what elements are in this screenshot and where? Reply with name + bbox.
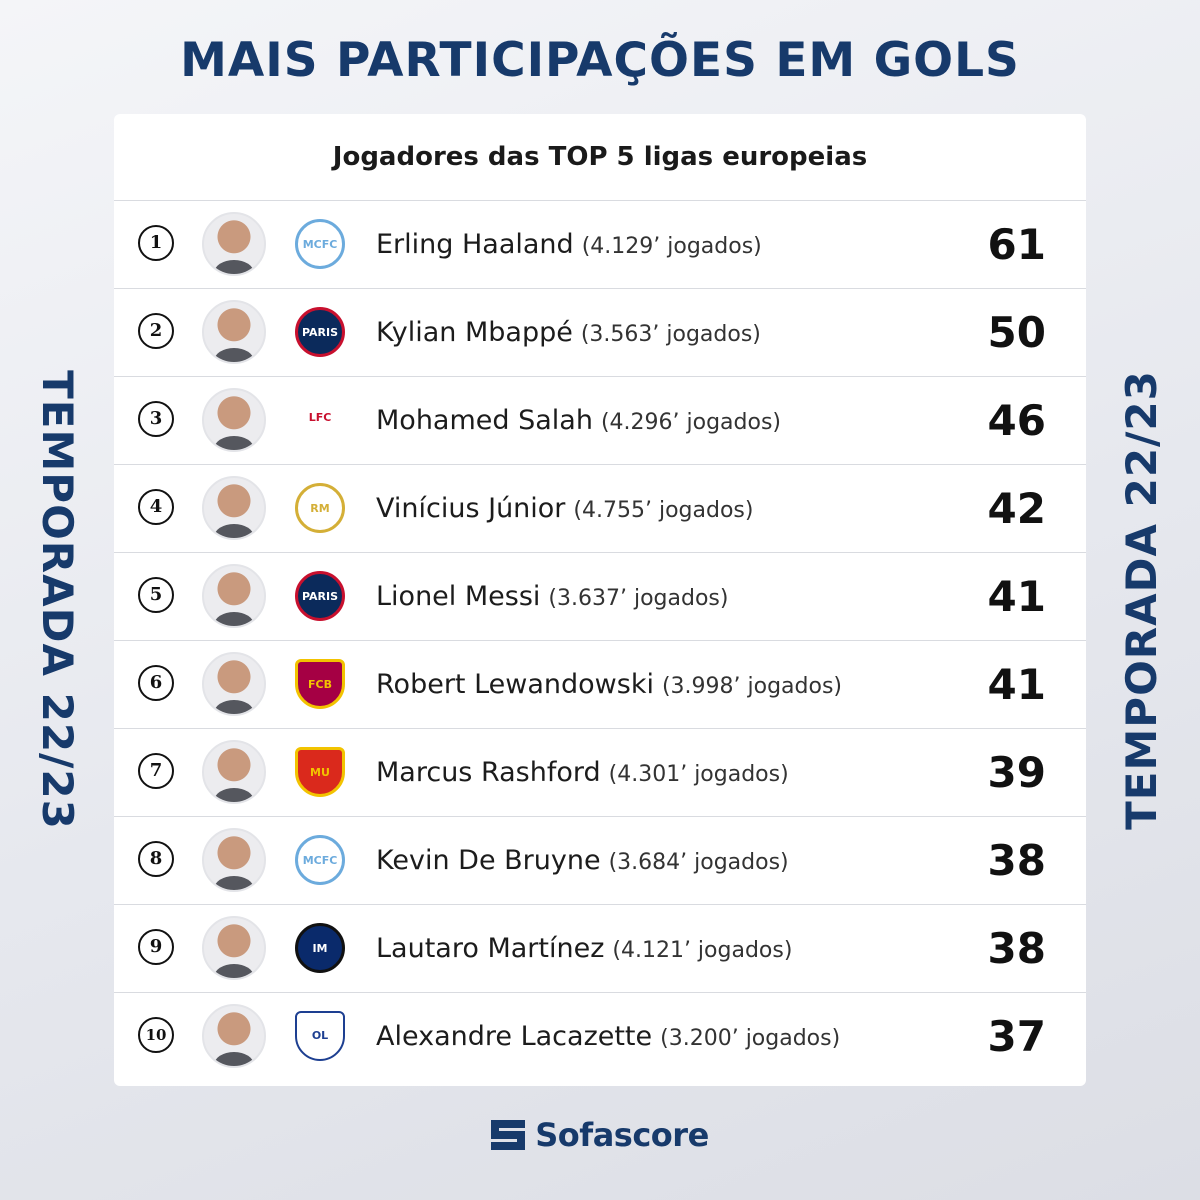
player-entry: Robert Lewandowski (3.998’ jogados) (376, 641, 842, 728)
liverpool-crest-icon: LFC (295, 395, 345, 445)
player-name: Lautaro Martínez (376, 933, 605, 964)
minutes-played: (3.200’ jogados) (660, 1026, 841, 1051)
player-name: Alexandre Lacazette (376, 1021, 653, 1052)
goal-participations-value: 41 (987, 660, 1046, 709)
player-photo-icon (202, 212, 266, 276)
player-name: Robert Lewandowski (376, 669, 654, 700)
player-name: Erling Haaland (376, 229, 574, 260)
goal-participations-value: 50 (987, 308, 1046, 357)
ranking-row: 5 PARIS Lionel Messi (3.637’ jogados) 41 (114, 553, 1086, 641)
player-entry: Lautaro Martínez (4.121’ jogados) (376, 905, 792, 992)
barcelona-crest-icon: FCB (295, 659, 345, 709)
rank-badge: 6 (138, 665, 174, 701)
player-entry: Vinícius Júnior (4.755’ jogados) (376, 465, 753, 552)
player-name: Lionel Messi (376, 581, 541, 612)
ranking-row: 6 FCB Robert Lewandowski (3.998’ jogados) 41 (114, 641, 1086, 729)
sofascore-logo-icon (491, 1120, 526, 1150)
inter-crest-icon: IM (295, 923, 345, 973)
goal-participations-value: 38 (987, 836, 1046, 885)
rank-badge: 2 (138, 313, 174, 349)
player-photo-icon (202, 740, 266, 804)
player-entry: Marcus Rashford (4.301’ jogados) (376, 729, 789, 816)
manchester-united-crest-icon: MU (295, 747, 345, 797)
real-madrid-crest-icon: RM (295, 483, 345, 533)
ranking-row: 8 MCFC Kevin De Bruyne (3.684’ jogados) 38 (114, 817, 1086, 905)
rank-badge: 10 (138, 1017, 174, 1053)
minutes-played: (4.129’ jogados) (581, 234, 762, 259)
goal-participations-value: 39 (987, 748, 1046, 797)
manchester-city-crest-icon: MCFC (295, 835, 345, 885)
goal-participations-value: 42 (987, 484, 1046, 533)
player-entry: Kylian Mbappé (3.563’ jogados) (376, 289, 761, 376)
player-photo-icon (202, 916, 266, 980)
goal-participations-value: 37 (987, 1012, 1046, 1061)
ranking-row: 3 LFC Mohamed Salah (4.296’ jogados) 46 (114, 377, 1086, 465)
brand-footer: Sofascore (0, 1112, 1200, 1158)
ranking-row: 7 MU Marcus Rashford (4.301’ jogados) 39 (114, 729, 1086, 817)
player-photo-icon (202, 652, 266, 716)
rank-badge: 8 (138, 841, 174, 877)
player-photo-icon (202, 564, 266, 628)
psg-crest-icon: PARIS (295, 307, 345, 357)
player-entry: Lionel Messi (3.637’ jogados) (376, 553, 728, 640)
ranking-row: 2 PARIS Kylian Mbappé (3.563’ jogados) 50 (114, 289, 1086, 377)
ranking-row: 10 OL Alexandre Lacazette (3.200’ jogados) 3… (114, 993, 1086, 1080)
manchester-city-crest-icon: MCFC (295, 219, 345, 269)
goal-participations-value: 61 (987, 220, 1046, 269)
season-label-right: TEMPORADA 22/23 (1117, 370, 1166, 830)
minutes-played: (4.755’ jogados) (573, 498, 754, 523)
ranking-card: Jogadores das TOP 5 ligas europeias 1 MCF… (114, 114, 1086, 1086)
page-title: MAIS PARTICIPAÇÕES EM GOLS (180, 33, 1020, 88)
player-photo-icon (202, 388, 266, 452)
player-photo-icon (202, 1004, 266, 1068)
ranking-row: 4 RM Vinícius Júnior (4.755’ jogados) 42 (114, 465, 1086, 553)
minutes-played: (3.637’ jogados) (548, 586, 729, 611)
player-entry: Mohamed Salah (4.296’ jogados) (376, 377, 781, 464)
rank-badge: 1 (138, 225, 174, 261)
player-name: Vinícius Júnior (376, 493, 566, 524)
minutes-played: (3.563’ jogados) (580, 322, 761, 347)
psg-crest-icon: PARIS (295, 571, 345, 621)
minutes-played: (4.296’ jogados) (600, 410, 781, 435)
player-name: Kevin De Bruyne (376, 845, 601, 876)
player-name: Kylian Mbappé (376, 317, 573, 348)
lyon-crest-icon: OL (295, 1011, 345, 1061)
player-photo-icon (202, 300, 266, 364)
player-photo-icon (202, 476, 266, 540)
player-name: Marcus Rashford (376, 757, 601, 788)
rank-badge: 3 (138, 401, 174, 437)
brand-name: Sofascore (535, 1116, 709, 1154)
ranking-list: 1 MCFC Erling Haaland (4.129’ jogados) 61 2 PA… (114, 201, 1086, 1080)
player-entry: Alexandre Lacazette (3.200’ jogados) (376, 993, 840, 1080)
minutes-played: (4.121’ jogados) (612, 938, 793, 963)
rank-badge: 9 (138, 929, 174, 965)
card-header: Jogadores das TOP 5 ligas europeias (114, 114, 1086, 201)
ranking-row: 9 IM Lautaro Martínez (4.121’ jogados) 38 (114, 905, 1086, 993)
ranking-row: 1 MCFC Erling Haaland (4.129’ jogados) 61 (114, 201, 1086, 289)
minutes-played: (3.684’ jogados) (608, 850, 789, 875)
player-name: Mohamed Salah (376, 405, 593, 436)
goal-participations-value: 41 (987, 572, 1046, 621)
minutes-played: (4.301’ jogados) (608, 762, 789, 787)
player-entry: Erling Haaland (4.129’ jogados) (376, 201, 762, 288)
goal-participations-value: 38 (987, 924, 1046, 973)
goal-participations-value: 46 (987, 396, 1046, 445)
rank-badge: 5 (138, 577, 174, 613)
minutes-played: (3.998’ jogados) (661, 674, 842, 699)
rank-badge: 7 (138, 753, 174, 789)
rank-badge: 4 (138, 489, 174, 525)
player-photo-icon (202, 828, 266, 892)
season-label-left: TEMPORADA 22/23 (33, 370, 82, 830)
player-entry: Kevin De Bruyne (3.684’ jogados) (376, 817, 789, 904)
